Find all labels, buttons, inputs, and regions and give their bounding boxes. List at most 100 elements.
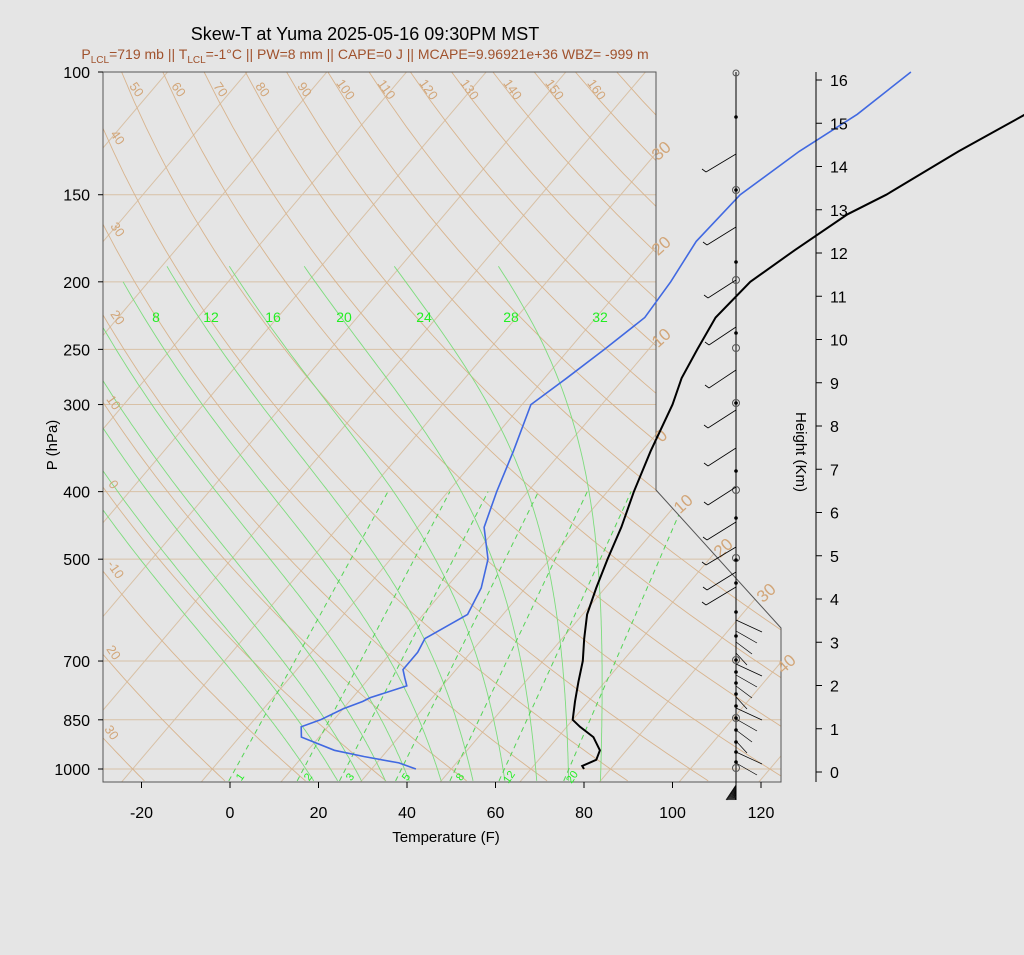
- isotherm-label: 60: [168, 79, 189, 99]
- wind-dot: [734, 740, 738, 744]
- height-tick-label: 14: [830, 160, 848, 177]
- wind-barb: [701, 153, 737, 173]
- mixing-ratio-labels: 8 12 16 20 24 28 321 2 3 5 8 12 20: [152, 309, 608, 786]
- wind-barb: [735, 674, 758, 688]
- wind-barb: [735, 751, 763, 765]
- wind-barb: [735, 630, 758, 644]
- x-tick-label: 100: [659, 805, 686, 822]
- isotherm-line: [119, 72, 739, 782]
- x-tick-label: 40: [398, 805, 416, 822]
- mixing-ratio-line: [339, 491, 489, 782]
- x-tick-label: 60: [487, 805, 505, 822]
- wind-dot: [734, 716, 738, 720]
- wind-marker: [732, 186, 740, 194]
- isotherm-line: [103, 72, 261, 782]
- dry-adiabat-line: [103, 72, 467, 782]
- y-axis-label: P (hPa): [44, 420, 61, 471]
- wind-dot: [734, 581, 738, 585]
- x-tick-label: 120: [748, 805, 775, 822]
- mixing-ratio-bottom-label: 5: [400, 771, 413, 783]
- dry-adiabat-line: [103, 72, 226, 782]
- plot-area: [103, 72, 781, 782]
- dry-adiabat-line: [358, 72, 781, 782]
- x-tick-label: -20: [130, 805, 153, 822]
- wind-barb: [735, 619, 763, 633]
- height-axis-label: Height (Km): [792, 412, 809, 492]
- mixing-ratio-line: [563, 491, 690, 782]
- wind-dot: [734, 658, 738, 662]
- wind-marker: [732, 486, 740, 494]
- dry-adiabat-line: [114, 72, 781, 782]
- isotherm-line: [517, 72, 781, 782]
- wind-barb: [728, 787, 737, 801]
- isotherm-line: [103, 72, 500, 782]
- mixing-ratio-bottom-label: 20: [564, 769, 581, 786]
- wind-barb: [701, 546, 737, 566]
- height-tick-label: 5: [830, 549, 839, 566]
- wind-barb: [735, 729, 753, 743]
- temperature-axis: -20 0 20 40 60 80 100 120: [130, 782, 775, 822]
- wind-dot: [734, 401, 738, 405]
- wind-barb: [735, 696, 748, 710]
- wind-dot: [734, 610, 738, 614]
- height-tick-label: 7: [830, 462, 839, 479]
- mixing-ratio-top-label: 24: [416, 309, 432, 325]
- mixing-ratio-line: [296, 491, 451, 782]
- wind-dot: [734, 692, 738, 696]
- chart-title: Skew-T at Yuma 2025-05-16 09:30PM MST: [191, 24, 540, 44]
- isotherm-line: [597, 72, 781, 782]
- mixing-ratio-top-label: 32: [592, 309, 608, 325]
- dry-adiabat-line: [103, 72, 548, 782]
- dry-adiabat-line: [237, 72, 781, 782]
- wind-marker: [732, 69, 740, 77]
- height-tick-label: 3: [830, 635, 839, 652]
- isotherm-line: [103, 72, 580, 782]
- dry-adiabat-line: [277, 72, 781, 782]
- wind-dot: [734, 260, 738, 264]
- y-tick-label: 400: [63, 485, 90, 502]
- wind-barb: [702, 521, 737, 541]
- isotherm-line: [837, 56, 1024, 783]
- wind-dot: [734, 760, 738, 764]
- wind-marker: [732, 399, 740, 407]
- wind-dot: [734, 469, 738, 473]
- wind-barb: [701, 586, 737, 606]
- isotherm-line: [103, 72, 660, 782]
- wind-barb: [735, 718, 758, 732]
- mixing-ratio-bottom-label: 2: [302, 771, 315, 783]
- height-tick-label: 1: [830, 722, 839, 739]
- y-tick-label: 150: [63, 188, 90, 205]
- wind-barb: [735, 652, 748, 666]
- wind-barb: [704, 369, 737, 389]
- isotherm-label: 80: [252, 79, 273, 99]
- isotherm-label: 50: [126, 79, 147, 99]
- height-tick-label: 13: [830, 203, 848, 220]
- wind-marker: [732, 714, 740, 722]
- height-tick-label: 8: [830, 419, 839, 436]
- wind-barb: [731, 790, 737, 801]
- wind-barb: [703, 279, 737, 299]
- moist-adiabat-line: [166, 266, 474, 781]
- moist-adiabat-line: [303, 266, 538, 781]
- pressure-axis: 100 150 200 250 300 400 500 700 850 1000: [54, 65, 103, 779]
- moist-adiabat-line: [103, 310, 410, 782]
- mixing-ratio-line: [228, 491, 389, 782]
- wind-dot: [734, 704, 738, 708]
- wind-dot: [734, 634, 738, 638]
- dry-adiabat-line: [0, 57, 64, 781]
- wind-barb: [735, 663, 763, 677]
- wind-dot: [734, 331, 738, 335]
- y-tick-label: 250: [63, 342, 90, 359]
- dry-adiabat-line: [196, 72, 781, 782]
- y-tick-label: 700: [63, 654, 90, 671]
- isotherm-label: 30: [101, 722, 122, 742]
- height-tick-label: 6: [830, 506, 839, 523]
- y-tick-label: 850: [63, 713, 90, 730]
- x-axis-label: Temperature (F): [392, 829, 500, 846]
- height-tick-label: 10: [830, 333, 848, 350]
- wind-barb: [703, 447, 737, 467]
- isotherm-line: [103, 72, 341, 782]
- moist-adiabat-line: [498, 266, 603, 781]
- y-tick-label: 300: [63, 398, 90, 415]
